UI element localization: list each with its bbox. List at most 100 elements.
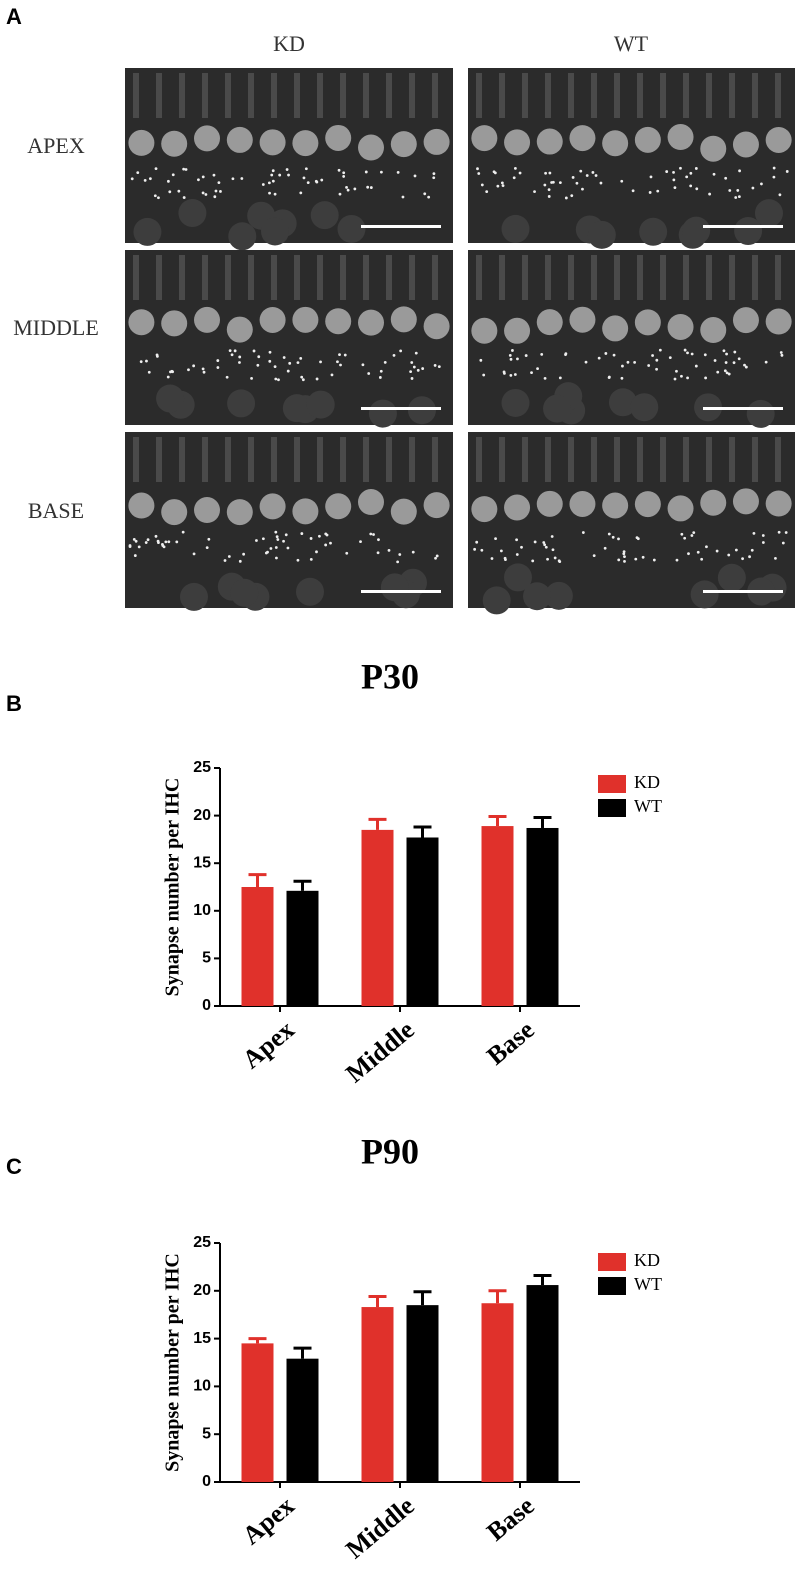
synapse-dot [546, 557, 549, 561]
synapse-dot [633, 361, 637, 364]
synapse-dot [603, 546, 607, 550]
bar [361, 1307, 394, 1482]
synapse-dot [155, 354, 159, 358]
synapse-dot [256, 363, 260, 367]
synapse-dot [250, 376, 253, 380]
synapse-dot [516, 357, 519, 361]
stereocilia [499, 437, 505, 482]
synapse-dot [346, 188, 350, 192]
scale-bar [361, 407, 441, 410]
synapse-dot [530, 371, 533, 375]
stereocilia [271, 255, 277, 300]
cell [407, 396, 436, 425]
synapse-dot [672, 170, 675, 174]
stereocilia [225, 437, 231, 482]
synapse-dot [479, 358, 483, 362]
nucleus [504, 494, 531, 521]
synapse-dot [410, 377, 414, 380]
synapse-dot [734, 196, 738, 199]
stereocilia [545, 73, 551, 118]
synapse-dot [533, 540, 537, 544]
synapse-dot [410, 361, 414, 364]
synapse-dot [285, 168, 289, 171]
synapse-dot [223, 559, 227, 562]
error-bar [293, 879, 312, 891]
nucleus [161, 310, 188, 337]
synapse-dot [302, 176, 306, 180]
synapse-dot [225, 375, 229, 379]
synapse-dot [201, 367, 205, 371]
bar [406, 837, 439, 1006]
nucleus [765, 308, 792, 335]
synapse-dot [242, 552, 246, 556]
scale-bar [361, 590, 441, 593]
stereocilia [363, 437, 369, 482]
synapse-dot [330, 373, 334, 377]
stereocilia [225, 73, 231, 118]
synapse-dot [187, 368, 190, 372]
synapse-dot [337, 168, 341, 172]
synapse-dot [143, 178, 147, 182]
synapse-dot [752, 532, 756, 535]
synapse-dot [673, 186, 677, 190]
stereocilia [179, 437, 185, 482]
synapse-dot [338, 353, 341, 357]
synapse-dot [655, 358, 659, 362]
synapse-dot [738, 169, 741, 173]
synapse-dot [620, 179, 624, 183]
row-label: BASE [28, 498, 84, 523]
synapse-dot [182, 167, 186, 171]
synapse-dot [744, 365, 748, 369]
stereocilia [133, 73, 139, 118]
y-tick-label: 5 [202, 1425, 211, 1442]
nucleus [700, 489, 727, 516]
bar [286, 1358, 319, 1482]
stereocilia [317, 437, 323, 482]
cell [503, 563, 532, 592]
nucleus [732, 307, 759, 334]
synapse-dot [409, 370, 413, 374]
synapse-dot [171, 173, 175, 177]
synapse-dot [665, 170, 669, 173]
y-tick-label: 15 [193, 854, 211, 871]
stereocilia [476, 255, 482, 300]
synapse-dot [508, 353, 512, 357]
synapse-dot [543, 183, 547, 187]
nucleus [194, 125, 220, 152]
scale-bar [361, 225, 441, 228]
synapse-dot [411, 550, 415, 554]
synapse-dot [683, 348, 687, 352]
synapse-dot [550, 535, 554, 538]
synapse-dot [511, 349, 514, 352]
legend-label: KD [634, 1250, 660, 1270]
stereocilia [522, 255, 528, 300]
synapse-dot [482, 373, 486, 377]
y-tick-label: 0 [202, 997, 211, 1014]
nucleus [569, 490, 596, 517]
synapse-dot [501, 184, 505, 188]
synapse-dot [727, 372, 731, 376]
synapse-dot [544, 171, 547, 175]
cell [295, 577, 324, 606]
synapse-dot [274, 530, 278, 534]
column-label: WT [614, 31, 649, 56]
nucleus [471, 125, 498, 152]
synapse-dot [750, 548, 754, 552]
stereocilia [706, 73, 712, 118]
synapse-dot [734, 548, 738, 552]
stereocilia [706, 437, 712, 482]
nucleus [226, 499, 253, 526]
x-tick-label: Middle [340, 1015, 420, 1088]
synapse-dot [551, 548, 555, 552]
synapse-dot [658, 348, 662, 352]
stereocilia [499, 255, 505, 300]
synapse-dot [167, 179, 170, 183]
stereocilia [591, 437, 597, 482]
stereocilia [660, 73, 666, 118]
synapse-dot [579, 169, 583, 173]
synapse-dot [216, 359, 220, 362]
synapse-dot [737, 195, 741, 199]
synapse-dot [197, 178, 200, 182]
synapse-dot [503, 371, 506, 375]
stereocilia [775, 73, 781, 118]
